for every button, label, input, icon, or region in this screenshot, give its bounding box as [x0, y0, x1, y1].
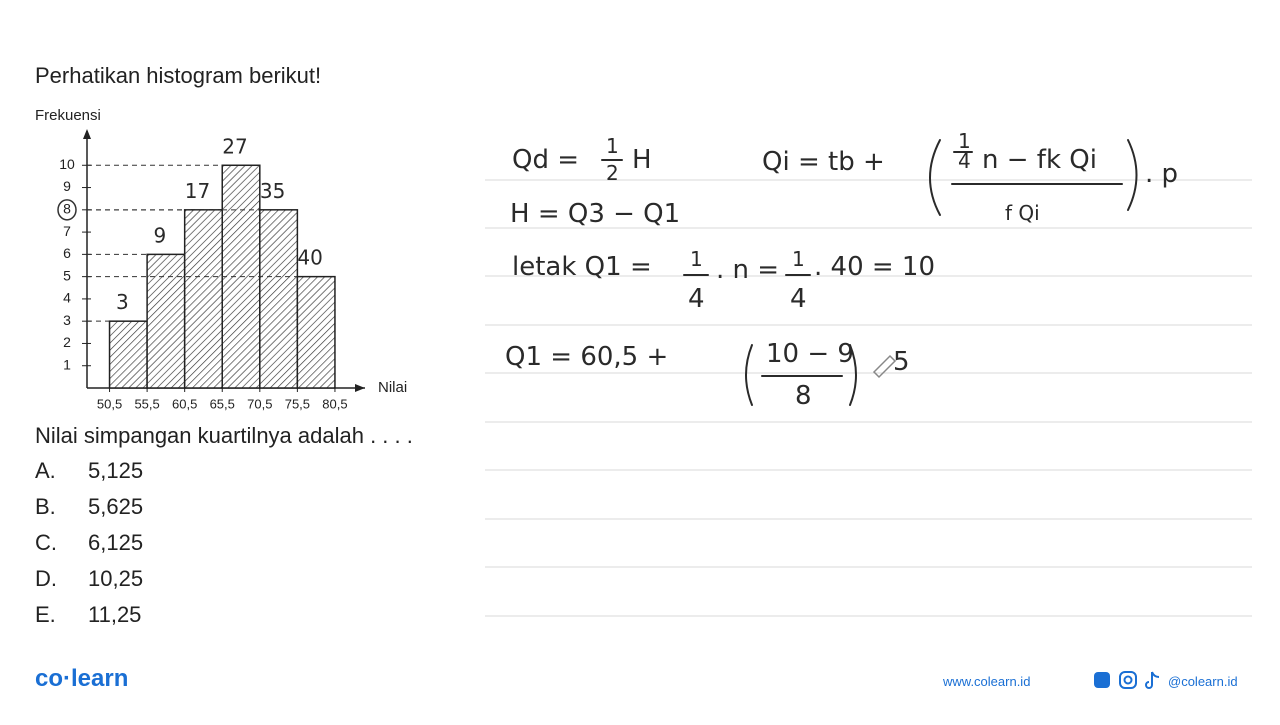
- y-tick-label: 5: [63, 267, 71, 283]
- x-tick-label: 55,5: [134, 396, 159, 411]
- work-text: 10 − 9: [766, 339, 854, 369]
- cumulative-annotation: 35: [260, 179, 285, 203]
- work-text: f Qi: [1005, 201, 1040, 225]
- option-text: 6,125: [88, 530, 143, 555]
- bar: [183, 209, 223, 389]
- handwritten-work: Qd = 1 2 H H = Q3 − Q1 Qi = tb + 1 4 n −…: [505, 129, 1178, 411]
- x-tick-label: 75,5: [285, 396, 310, 411]
- cumulative-annotation: 40: [297, 246, 322, 270]
- y-axis-arrow: [83, 129, 91, 139]
- work-text: Qd =: [512, 145, 579, 175]
- work-text: . p: [1145, 159, 1178, 189]
- footer: co·learn www.colearn.id @colearn.id: [35, 665, 1238, 692]
- work-text: n − fk Qi: [982, 145, 1097, 175]
- paren: [849, 344, 857, 406]
- work-text: 1: [690, 247, 703, 271]
- x-tick-label: 60,5: [172, 396, 197, 411]
- y-tick-label: 2: [63, 334, 71, 350]
- work-text: 5: [893, 347, 910, 377]
- x-tick-label: 50,5: [97, 396, 122, 411]
- work-text: 4: [790, 284, 807, 314]
- work-text: H = Q3 − Q1: [510, 199, 680, 229]
- work-text: 1: [958, 129, 971, 153]
- y-axis-label: Frekuensi: [35, 107, 101, 124]
- cumulative-annotation: 17: [185, 179, 210, 203]
- work-text: Qi = tb +: [762, 147, 885, 177]
- paren: [745, 344, 753, 406]
- y-tick-label: 10: [59, 156, 75, 172]
- instagram-icon-lens: [1123, 675, 1133, 685]
- work-text: . n =: [716, 255, 779, 285]
- x-axis-arrow: [355, 384, 365, 392]
- work-text: letak Q1 =: [512, 252, 652, 282]
- option-text: 10,25: [88, 566, 143, 591]
- cumulative-annotation: 9: [154, 223, 167, 247]
- y-tick-label: 6: [63, 245, 71, 261]
- bar: [108, 320, 148, 389]
- x-tick-label: 80,5: [322, 396, 347, 411]
- pencil-icon: [872, 354, 897, 379]
- work-text: 4: [958, 149, 971, 173]
- y-tick-label: 8: [63, 201, 71, 217]
- bar: [259, 209, 299, 389]
- question-prompt: Nilai simpangan kuartilnya adalah . . . …: [35, 423, 413, 448]
- question-intro: Perhatikan histogram berikut!: [35, 63, 321, 88]
- work-text: H: [632, 145, 652, 175]
- x-axis-label: Nilai: [378, 379, 407, 396]
- option-letter: D.: [35, 566, 57, 591]
- work-text: . 40 = 10: [814, 252, 935, 282]
- instagram-icon: [1119, 671, 1137, 689]
- paren: [929, 139, 941, 216]
- option-text: 5,625: [88, 494, 143, 519]
- brand-logo: co·learn: [35, 665, 128, 692]
- option-letter: E.: [35, 602, 56, 627]
- website: www.colearn.id: [942, 674, 1030, 689]
- bar: [296, 275, 336, 389]
- notebook-rules: [485, 179, 1252, 617]
- work-text: Q1 = 60,5 +: [505, 342, 668, 372]
- cumulative-annotation: 3: [116, 290, 129, 314]
- option-text: 11,25: [88, 602, 141, 627]
- y-tick-label: 4: [63, 290, 71, 306]
- options: A. 5,125 B. 5,625 C. 6,125 D. 10,25 E. 1…: [35, 458, 143, 627]
- social-handle: @colearn.id: [1168, 674, 1238, 689]
- bar: [146, 253, 186, 389]
- facebook-icon: [1094, 672, 1110, 688]
- y-tick-label: 9: [63, 178, 71, 194]
- option-letter: A.: [35, 458, 56, 483]
- option-letter: B.: [35, 494, 56, 519]
- x-tick-label: 70,5: [247, 396, 272, 411]
- paren: [1127, 139, 1138, 211]
- work-text: 1: [792, 247, 805, 271]
- tick-circle: [57, 199, 77, 221]
- option-letter: C.: [35, 530, 57, 555]
- y-tick-label: 1: [63, 356, 71, 372]
- x-tick-label: 65,5: [210, 396, 235, 411]
- work-text: 8: [795, 381, 812, 411]
- work-text: 1: [606, 134, 619, 158]
- histogram: Frekuensi Nilai 1 2 3 4 5 6 7 8 9 10 3 9 17 27 35 40 50,…: [35, 107, 407, 411]
- y-tick-label: 7: [63, 223, 71, 239]
- work-text: 4: [688, 284, 705, 314]
- tiktok-icon: [1145, 671, 1160, 689]
- cumulative-annotation: 27: [222, 134, 247, 158]
- work-text: 2: [606, 161, 619, 185]
- option-text: 5,125: [88, 458, 143, 483]
- y-tick-label: 3: [63, 312, 71, 328]
